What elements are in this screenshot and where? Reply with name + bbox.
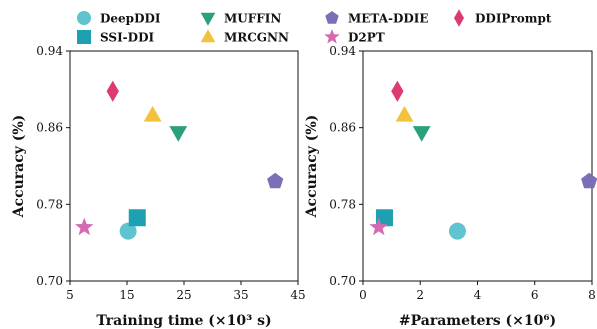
y-tick-label: 0.70 (36, 274, 63, 288)
x-tick-label: 45 (290, 288, 305, 302)
y-tick-label: 0.86 (329, 121, 356, 135)
x-tick-label: 6 (531, 288, 539, 302)
x-axis-title: Training time (×10³ s) (96, 313, 271, 329)
legend-marker-d2pt (324, 29, 340, 44)
point-ddiprompt (106, 80, 119, 102)
y-tick-label: 0.78 (329, 197, 356, 211)
x-tick-label: 8 (588, 288, 596, 302)
y-tick-label: 0.70 (329, 274, 356, 288)
point-muffin (169, 126, 188, 142)
point-deepddi (448, 222, 466, 240)
y-axis-title: Accuracy (%) (304, 115, 320, 219)
legend-label-ddiprompt: DDIPrompt (475, 12, 552, 26)
x-tick-label: 2 (416, 288, 424, 302)
legend-marker-mrcgnn (200, 29, 216, 43)
y-tick-label: 0.94 (36, 44, 63, 58)
x-tick-label: 5 (66, 288, 74, 302)
x-tick-label: 25 (176, 288, 191, 302)
legend-label-mrcgnn: MRCGNN (224, 31, 289, 45)
legend: DeepDDI MUFFIN META-DDIE DDIPrompt SSI-DDI MR… (77, 9, 552, 45)
legend-label-d2pt: D2PT (348, 31, 385, 45)
y-axis-title: Accuracy (%) (11, 115, 27, 219)
legend-marker-muffin (200, 12, 216, 26)
legend-label-deepddi: DeepDDI (100, 12, 161, 26)
x-tick-label: 0 (359, 288, 367, 302)
point-ddiprompt (391, 80, 404, 102)
point-meta-ddie (267, 172, 284, 189)
point-muffin (412, 126, 431, 142)
plot-frame (69, 50, 299, 282)
point-mrcgnn (395, 105, 414, 122)
legend-marker-ssi-ddi (77, 30, 91, 44)
training-time-panel: 0.70 0.78 0.86 0.94 5 15 25 35 45 Training time (… (11, 44, 306, 329)
point-d2pt (369, 217, 388, 236)
legend-marker-meta-ddie (325, 11, 339, 24)
x-tick-label: 35 (233, 288, 248, 302)
x-axis-title: #Parameters (×10⁶) (399, 313, 556, 329)
parameters-panel: 0.70 0.78 0.86 0.94 0 2 4 6 8 #Parameters (×10⁶) A… (304, 44, 597, 329)
legend-marker-deepddi (77, 11, 91, 25)
point-meta-ddie (581, 172, 597, 189)
y-tick-label: 0.86 (36, 121, 63, 135)
point-ssi-ddi (128, 209, 146, 227)
x-tick-label: 15 (119, 288, 134, 302)
point-mrcgnn (143, 105, 162, 122)
legend-label-ssi-ddi: SSI-DDI (100, 31, 154, 45)
y-tick-label: 0.94 (329, 44, 356, 58)
legend-marker-ddiprompt (454, 9, 464, 27)
x-tick-label: 4 (474, 288, 482, 302)
point-deepddi (119, 222, 137, 240)
y-tick-label: 0.78 (36, 197, 63, 211)
legend-label-meta-ddie: META-DDIE (348, 12, 429, 26)
legend-label-muffin: MUFFIN (224, 12, 281, 26)
point-d2pt (75, 217, 94, 236)
